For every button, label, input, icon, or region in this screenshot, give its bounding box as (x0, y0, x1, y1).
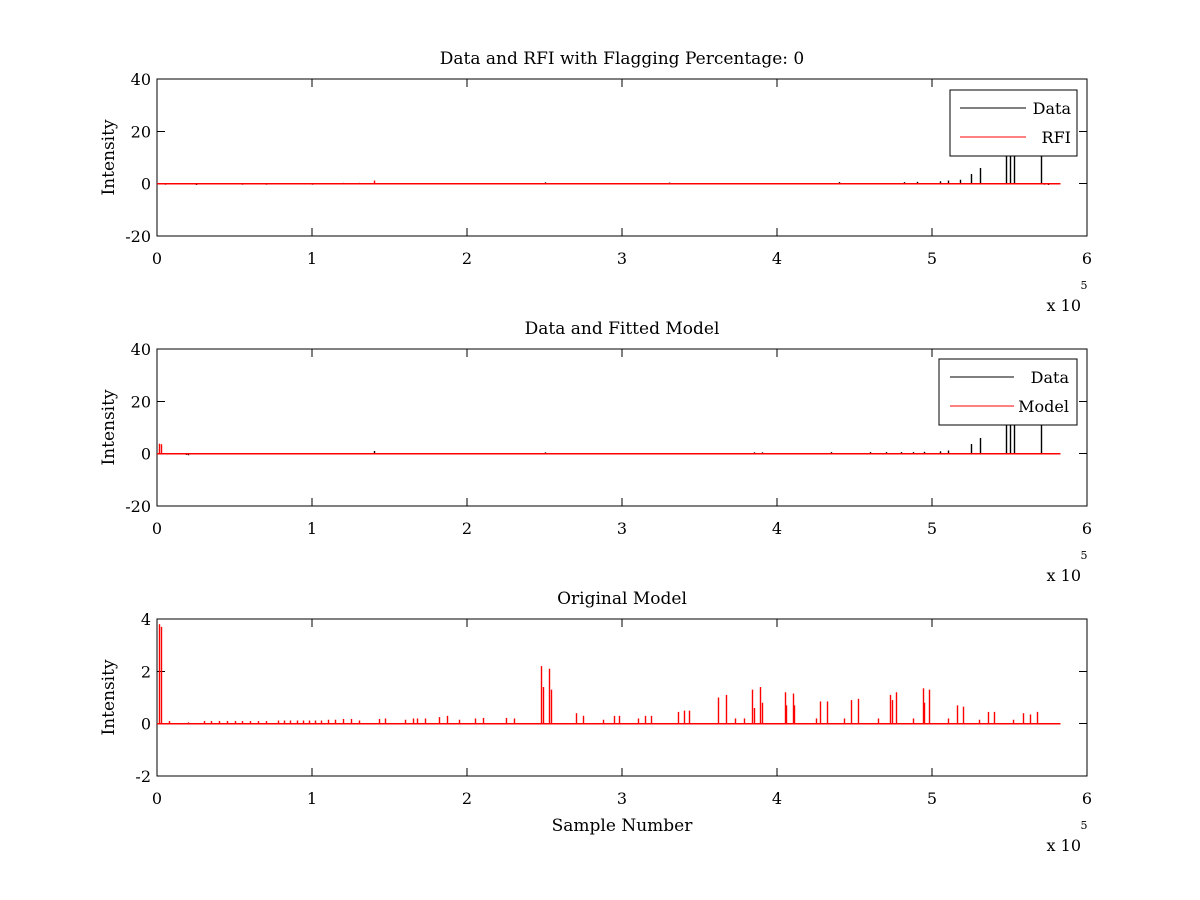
series-rfi (157, 180, 1061, 185)
y-tick-label: 0 (141, 175, 151, 194)
x-tick-label: 4 (772, 249, 782, 268)
x-tick-label: 2 (462, 249, 472, 268)
legend-label: Data (1033, 99, 1072, 118)
subplot-2: Data and Fitted Model Intensity 0 1 2 3 4 5 6 -20… (99, 319, 1092, 585)
x-tick-label: 1 (307, 789, 317, 808)
x-exponent-base: x 10 (1047, 836, 1081, 855)
legend-label: Data (1031, 368, 1070, 387)
chart-title: Original Model (557, 589, 687, 609)
y-tick-label: -20 (125, 497, 151, 516)
x-tick-label: 3 (617, 249, 627, 268)
legend: Data RFI (949, 89, 1078, 157)
series-model (157, 624, 1061, 725)
series-data (157, 424, 1061, 456)
legend-label: RFI (1042, 128, 1071, 147)
x-tick-label: 2 (462, 519, 472, 538)
subplot-1: Data and RFI with Flagging Percentage: 0… (99, 49, 1092, 315)
x-exponent-power: 5 (1081, 279, 1088, 292)
x-tick-label: 0 (152, 519, 162, 538)
x-exponent-base: x 10 (1047, 296, 1081, 315)
legend-label: Model (1018, 397, 1069, 416)
x-tick-label: 6 (1082, 249, 1092, 268)
x-axis-label: Sample Number (552, 816, 694, 836)
chart-title: Data and RFI with Flagging Percentage: 0 (440, 49, 804, 69)
y-tick-label: 0 (141, 445, 151, 464)
axes-frame (156, 618, 1088, 777)
y-tick-label: 20 (131, 122, 151, 141)
y-tick-label: -2 (135, 767, 151, 786)
y-tick-label: 40 (131, 340, 151, 359)
x-tick-label: 6 (1082, 519, 1092, 538)
x-tick-label: 3 (617, 519, 627, 538)
x-exponent-label: x 105 (1047, 279, 1088, 315)
plot-area (157, 424, 1061, 456)
series-model (157, 443, 1061, 455)
x-exponent-base: x 10 (1047, 566, 1081, 585)
y-axis-label: Intensity (99, 659, 119, 735)
axes-frame (156, 78, 1088, 237)
x-tick-label: 4 (772, 789, 782, 808)
y-tick-label: 4 (141, 610, 151, 629)
y-tick-label: 40 (131, 70, 151, 89)
x-tick-label: 5 (927, 519, 937, 538)
x-tick-label: 1 (307, 249, 317, 268)
y-axis-label: Intensity (99, 389, 119, 465)
x-exponent-power: 5 (1081, 549, 1088, 562)
y-tick-label: 20 (131, 392, 151, 411)
x-tick-label: 1 (307, 519, 317, 538)
plot-area (157, 624, 1061, 725)
x-tick-label: 5 (927, 789, 937, 808)
legend-box (938, 358, 1078, 426)
legend: Data Model (938, 358, 1078, 426)
x-tick-label: 6 (1082, 789, 1092, 808)
y-tick-label: 0 (141, 715, 151, 734)
chart-title: Data and Fitted Model (525, 319, 720, 339)
x-exponent-label: x 105 (1047, 549, 1088, 585)
plot-area (157, 154, 1061, 185)
series-data (157, 154, 1061, 185)
x-tick-label: 0 (152, 249, 162, 268)
x-exponent-power: 5 (1081, 819, 1088, 832)
x-tick-label: 0 (152, 789, 162, 808)
x-exponent-label: x 105 (1047, 819, 1088, 855)
y-tick-label: -20 (125, 227, 151, 246)
y-tick-label: 2 (141, 662, 151, 681)
x-tick-label: 3 (617, 789, 627, 808)
x-tick-label: 2 (462, 789, 472, 808)
x-tick-label: 4 (772, 519, 782, 538)
subplot-3: Original Model Intensity Sample Number 0 1 2 3… (99, 589, 1092, 855)
y-axis-label: Intensity (99, 119, 119, 195)
x-tick-label: 5 (927, 249, 937, 268)
legend-box (949, 89, 1078, 157)
